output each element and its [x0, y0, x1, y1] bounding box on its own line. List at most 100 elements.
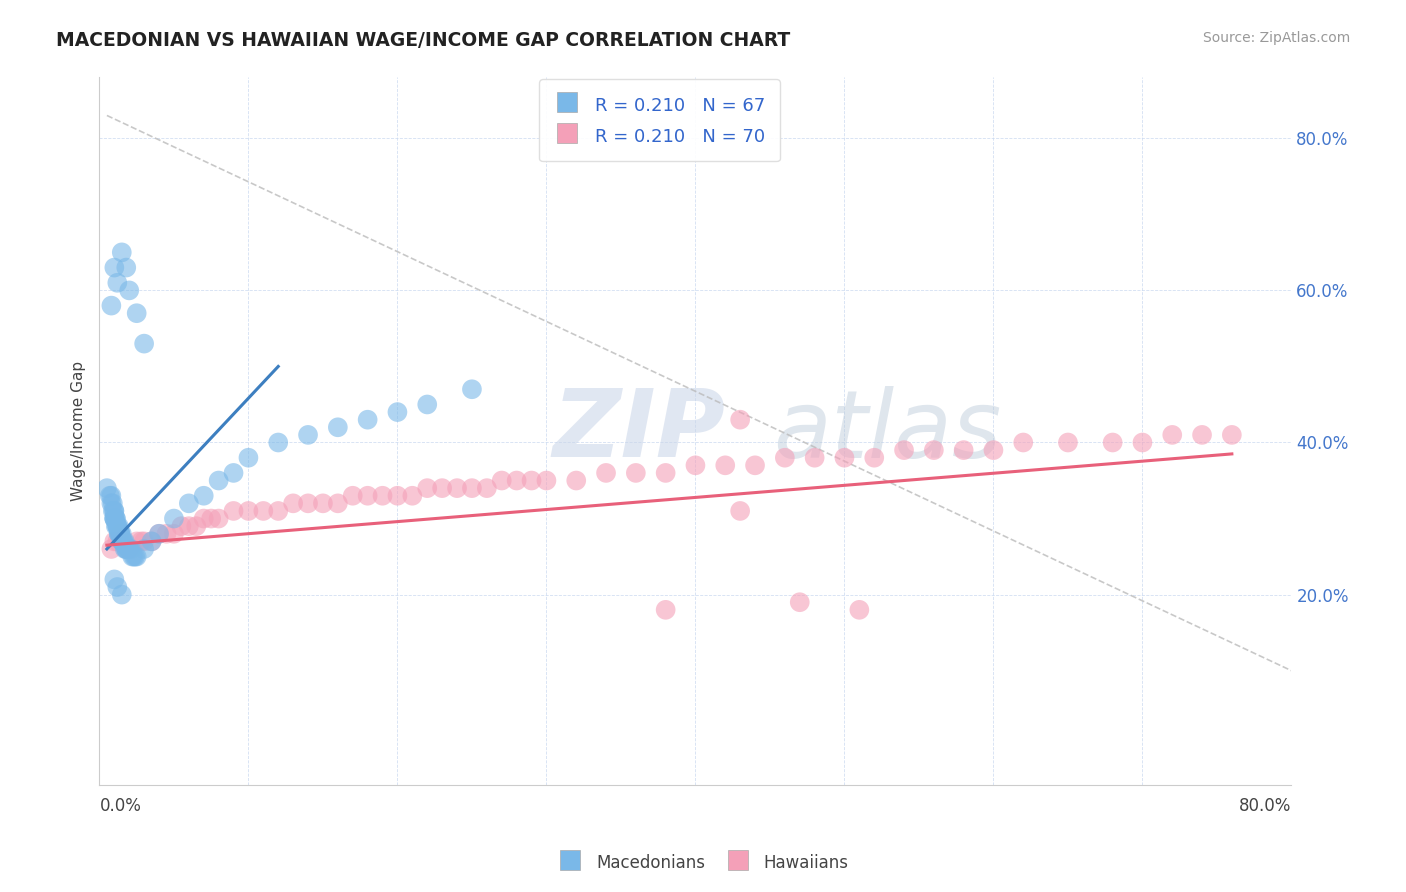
- Macedonians: [104, 519, 127, 533]
- Macedonians: [118, 541, 141, 556]
- Hawaiians: [326, 496, 349, 510]
- Hawaiians: [170, 519, 193, 533]
- Macedonians: [134, 336, 156, 351]
- Macedonians: [100, 299, 122, 313]
- Hawaiians: [208, 511, 231, 525]
- Hawaiians: [105, 534, 128, 549]
- Macedonians: [148, 526, 170, 541]
- Hawaiians: [893, 443, 915, 458]
- Macedonians: [387, 405, 409, 419]
- Hawaiians: [505, 474, 527, 488]
- Macedonians: [105, 519, 128, 533]
- Hawaiians: [387, 489, 409, 503]
- Hawaiians: [728, 412, 751, 426]
- Hawaiians: [475, 481, 498, 495]
- Macedonians: [238, 450, 260, 465]
- Hawaiians: [110, 526, 132, 541]
- Macedonians: [122, 549, 145, 564]
- Macedonians: [111, 534, 134, 549]
- Hawaiians: [125, 534, 148, 549]
- Hawaiians: [134, 534, 156, 549]
- Hawaiians: [356, 489, 378, 503]
- Hawaiians: [863, 450, 886, 465]
- Hawaiians: [186, 519, 208, 533]
- Text: atlas: atlas: [773, 385, 1001, 476]
- Macedonians: [121, 549, 143, 564]
- Hawaiians: [141, 534, 163, 549]
- Hawaiians: [834, 450, 856, 465]
- Macedonians: [110, 526, 132, 541]
- Hawaiians: [252, 504, 274, 518]
- Hawaiians: [744, 458, 766, 473]
- Hawaiians: [446, 481, 468, 495]
- Macedonians: [103, 504, 125, 518]
- Hawaiians: [401, 489, 423, 503]
- Hawaiians: [1012, 435, 1035, 450]
- Macedonians: [177, 496, 200, 510]
- Hawaiians: [430, 481, 453, 495]
- Hawaiians: [1132, 435, 1154, 450]
- Text: MACEDONIAN VS HAWAIIAN WAGE/INCOME GAP CORRELATION CHART: MACEDONIAN VS HAWAIIAN WAGE/INCOME GAP C…: [56, 31, 790, 50]
- Hawaiians: [654, 603, 676, 617]
- Hawaiians: [416, 481, 439, 495]
- Legend: R = 0.210   N = 67, R = 0.210   N = 70: R = 0.210 N = 67, R = 0.210 N = 70: [540, 79, 780, 161]
- Macedonians: [125, 306, 148, 320]
- Hawaiians: [773, 450, 796, 465]
- Hawaiians: [155, 526, 177, 541]
- Hawaiians: [848, 603, 870, 617]
- Macedonians: [125, 549, 148, 564]
- Hawaiians: [103, 534, 125, 549]
- Hawaiians: [342, 489, 364, 503]
- Hawaiians: [148, 526, 170, 541]
- Macedonians: [103, 511, 125, 525]
- Hawaiians: [200, 511, 222, 525]
- Hawaiians: [714, 458, 737, 473]
- Macedonians: [111, 588, 134, 602]
- Macedonians: [103, 504, 125, 518]
- Macedonians: [461, 382, 484, 396]
- Hawaiians: [281, 496, 304, 510]
- Macedonians: [101, 504, 124, 518]
- Hawaiians: [193, 511, 215, 525]
- Hawaiians: [491, 474, 513, 488]
- Hawaiians: [267, 504, 290, 518]
- Macedonians: [124, 549, 146, 564]
- Hawaiians: [1101, 435, 1123, 450]
- Macedonians: [117, 541, 139, 556]
- Macedonians: [104, 511, 127, 525]
- Hawaiians: [115, 541, 138, 556]
- Text: Source: ZipAtlas.com: Source: ZipAtlas.com: [1202, 31, 1350, 45]
- Macedonians: [118, 284, 141, 298]
- Macedonians: [105, 519, 128, 533]
- Macedonians: [134, 541, 156, 556]
- Hawaiians: [654, 466, 676, 480]
- Macedonians: [222, 466, 245, 480]
- Macedonians: [101, 496, 124, 510]
- Hawaiians: [371, 489, 394, 503]
- Hawaiians: [1161, 428, 1184, 442]
- Hawaiians: [118, 541, 141, 556]
- Hawaiians: [536, 474, 558, 488]
- Text: ZIP: ZIP: [553, 385, 725, 477]
- Macedonians: [141, 534, 163, 549]
- Hawaiians: [1057, 435, 1080, 450]
- Macedonians: [163, 511, 186, 525]
- Macedonians: [112, 534, 135, 549]
- Macedonians: [107, 526, 129, 541]
- Hawaiians: [565, 474, 588, 488]
- Hawaiians: [803, 450, 825, 465]
- Macedonians: [107, 519, 129, 533]
- Y-axis label: Wage/Income Gap: Wage/Income Gap: [72, 361, 86, 501]
- Macedonians: [100, 496, 122, 510]
- Macedonians: [118, 541, 141, 556]
- Macedonians: [103, 573, 125, 587]
- Macedonians: [120, 541, 142, 556]
- Macedonians: [103, 260, 125, 275]
- Hawaiians: [177, 519, 200, 533]
- Hawaiians: [595, 466, 617, 480]
- Macedonians: [114, 534, 136, 549]
- Macedonians: [111, 245, 134, 260]
- Macedonians: [115, 541, 138, 556]
- Macedonians: [110, 526, 132, 541]
- Hawaiians: [100, 541, 122, 556]
